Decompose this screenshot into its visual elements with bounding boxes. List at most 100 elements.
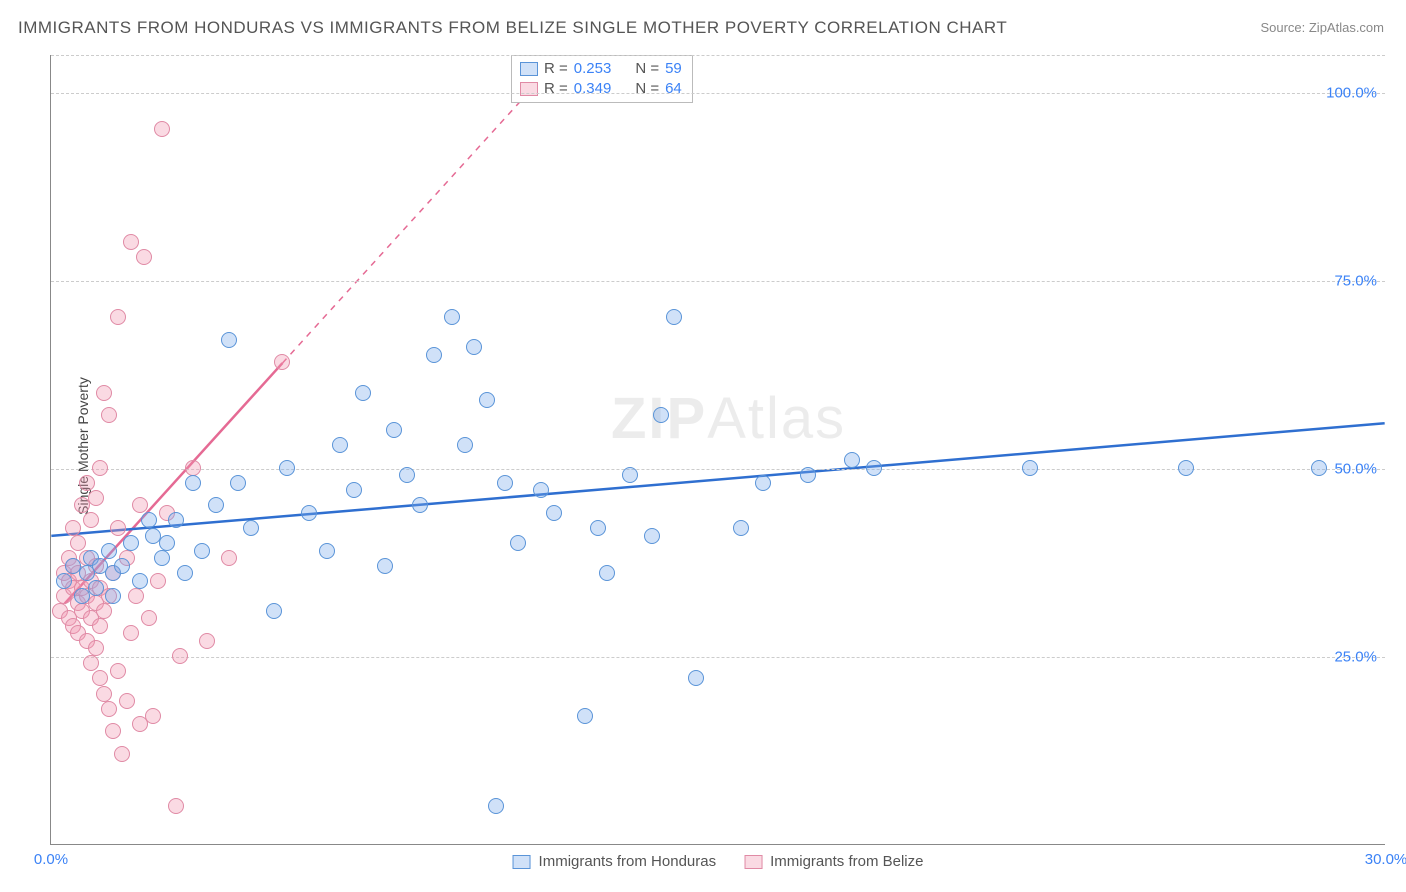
data-point	[105, 588, 121, 604]
legend-row: R = 0.349N = 64	[520, 79, 682, 99]
data-point	[185, 460, 201, 476]
data-point	[194, 543, 210, 559]
data-point	[150, 573, 166, 589]
y-tick-label: 75.0%	[1334, 272, 1377, 289]
data-point	[221, 550, 237, 566]
data-point	[386, 422, 402, 438]
grid-line	[51, 55, 1385, 56]
data-point	[136, 249, 152, 265]
data-point	[1178, 460, 1194, 476]
data-point	[444, 309, 460, 325]
data-point	[332, 437, 348, 453]
legend-label: Immigrants from Honduras	[539, 853, 717, 870]
source-value: ZipAtlas.com	[1309, 20, 1384, 35]
data-point	[688, 670, 704, 686]
data-point	[800, 467, 816, 483]
data-point	[168, 798, 184, 814]
data-point	[145, 708, 161, 724]
plot-area: ZIPAtlas R = 0.253N = 59R = 0.349N = 64 …	[50, 55, 1385, 845]
data-point	[70, 535, 86, 551]
data-point	[177, 565, 193, 581]
source-label: Source:	[1260, 20, 1308, 35]
data-point	[88, 490, 104, 506]
data-point	[590, 520, 606, 536]
data-point	[128, 588, 144, 604]
grid-line	[51, 657, 1385, 658]
data-point	[123, 625, 139, 641]
data-point	[274, 354, 290, 370]
data-point	[110, 520, 126, 536]
data-point	[279, 460, 295, 476]
r-value: 0.253	[574, 59, 612, 79]
grid-line	[51, 281, 1385, 282]
data-point	[92, 618, 108, 634]
y-tick-label: 100.0%	[1326, 84, 1377, 101]
data-point	[88, 640, 104, 656]
data-point	[119, 693, 135, 709]
data-point	[577, 708, 593, 724]
data-point	[79, 475, 95, 491]
data-point	[114, 746, 130, 762]
source-attribution: Source: ZipAtlas.com	[1260, 20, 1384, 35]
legend-item: Immigrants from Honduras	[513, 853, 717, 870]
n-label: N =	[635, 79, 659, 99]
data-point	[154, 121, 170, 137]
data-point	[110, 663, 126, 679]
grid-line	[51, 93, 1385, 94]
r-label: R =	[544, 79, 568, 99]
data-point	[266, 603, 282, 619]
data-point	[132, 573, 148, 589]
data-point	[355, 385, 371, 401]
data-point	[844, 452, 860, 468]
data-point	[1022, 460, 1038, 476]
y-tick-label: 25.0%	[1334, 648, 1377, 665]
data-point	[866, 460, 882, 476]
data-point	[208, 497, 224, 513]
r-value: 0.349	[574, 79, 612, 99]
data-point	[510, 535, 526, 551]
data-point	[56, 573, 72, 589]
legend-swatch	[520, 62, 538, 76]
data-point	[243, 520, 259, 536]
data-point	[141, 512, 157, 528]
data-point	[185, 475, 201, 491]
data-point	[479, 392, 495, 408]
trend-lines-layer	[51, 55, 1385, 844]
r-label: R =	[544, 59, 568, 79]
chart-title: IMMIGRANTS FROM HONDURAS VS IMMIGRANTS F…	[18, 18, 1007, 38]
x-tick-label: 30.0%	[1365, 851, 1406, 868]
series-legend: Immigrants from Honduras Immigrants from …	[513, 853, 924, 870]
x-tick-label: 0.0%	[34, 851, 68, 868]
data-point	[123, 535, 139, 551]
data-point	[92, 460, 108, 476]
data-point	[101, 407, 117, 423]
data-point	[230, 475, 246, 491]
data-point	[399, 467, 415, 483]
data-point	[319, 543, 335, 559]
data-point	[141, 610, 157, 626]
data-point	[622, 467, 638, 483]
data-point	[114, 558, 130, 574]
data-point	[644, 528, 660, 544]
legend-label: Immigrants from Belize	[770, 853, 923, 870]
watermark: ZIPAtlas	[611, 385, 846, 452]
data-point	[221, 332, 237, 348]
data-point	[123, 234, 139, 250]
data-point	[497, 475, 513, 491]
data-point	[653, 407, 669, 423]
n-value: 59	[665, 59, 682, 79]
data-point	[377, 558, 393, 574]
data-point	[132, 497, 148, 513]
data-point	[88, 580, 104, 596]
watermark-suffix: Atlas	[707, 386, 846, 451]
data-point	[1311, 460, 1327, 476]
data-point	[96, 686, 112, 702]
legend-row: R = 0.253N = 59	[520, 59, 682, 79]
data-point	[105, 723, 121, 739]
data-point	[96, 385, 112, 401]
data-point	[101, 701, 117, 717]
data-point	[110, 309, 126, 325]
legend-item: Immigrants from Belize	[744, 853, 923, 870]
y-tick-label: 50.0%	[1334, 460, 1377, 477]
correlation-legend: R = 0.253N = 59R = 0.349N = 64	[511, 55, 693, 103]
